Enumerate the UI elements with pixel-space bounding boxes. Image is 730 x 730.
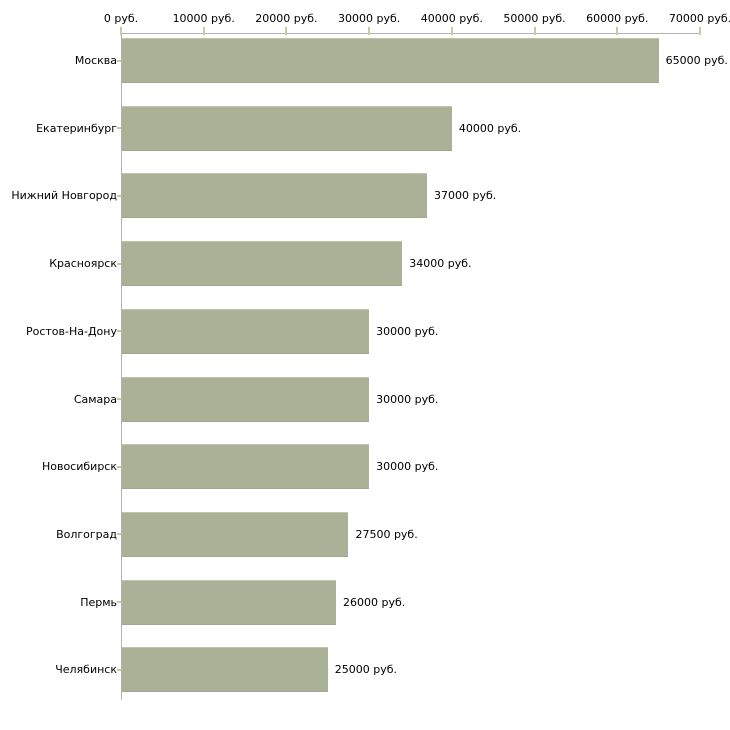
category-tick xyxy=(117,533,121,535)
x-axis-tick xyxy=(202,27,205,35)
bar-9 xyxy=(122,647,328,693)
category-tick xyxy=(117,601,121,603)
category-label: Красноярск xyxy=(49,257,117,271)
x-axis-tick xyxy=(616,27,619,35)
bar-0 xyxy=(122,38,659,83)
x-axis-tick-label: 30000 руб. xyxy=(338,12,401,25)
category-label: Самара xyxy=(73,392,117,406)
category-label: Челябинск xyxy=(55,663,117,677)
x-axis-tick xyxy=(533,27,536,35)
x-axis-line xyxy=(121,33,701,34)
x-axis-tick xyxy=(368,27,371,35)
category-label: Новосибирск xyxy=(41,460,117,474)
x-axis-tick xyxy=(120,27,122,35)
x-axis-tick-label: 50000 руб. xyxy=(503,12,566,25)
category-tick xyxy=(117,127,121,129)
value-label: 30000 руб. xyxy=(376,392,439,406)
x-axis-tick-label: 0 руб. xyxy=(103,12,139,25)
category-label: Волгоград xyxy=(56,527,117,541)
category-label: Нижний Новгород xyxy=(11,189,117,203)
x-axis-tick xyxy=(450,27,453,35)
x-axis-tick-label: 10000 руб. xyxy=(172,12,235,25)
value-label: 25000 руб. xyxy=(334,663,398,677)
bar-7 xyxy=(122,511,349,557)
category-label: Пермь xyxy=(80,595,117,609)
category-tick xyxy=(117,669,121,671)
category-label: Ростов-На-Дону xyxy=(25,324,117,338)
x-axis-tick-label: 20000 руб. xyxy=(255,12,318,25)
bar-3 xyxy=(122,241,403,287)
value-label: 27500 руб. xyxy=(355,527,418,541)
x-axis-tick-label: 40000 руб. xyxy=(420,12,483,25)
bar-5 xyxy=(122,376,370,422)
bar-2 xyxy=(122,173,428,219)
bar-4 xyxy=(122,308,370,354)
value-label: 34000 руб. xyxy=(409,257,472,271)
value-label: 26000 руб. xyxy=(343,595,406,609)
category-tick xyxy=(117,195,121,197)
x-axis-tick-label: 60000 руб. xyxy=(586,12,649,25)
x-axis-tick-label: 70000 руб. xyxy=(668,12,730,25)
bar-8 xyxy=(122,579,337,625)
x-axis-tick xyxy=(699,27,701,35)
category-label: Москва xyxy=(74,54,117,67)
value-label: 37000 руб. xyxy=(434,189,497,203)
y-axis-line xyxy=(121,33,122,700)
value-label: 65000 руб. xyxy=(665,54,728,67)
x-axis-tick xyxy=(285,27,288,35)
category-tick xyxy=(117,398,121,400)
value-label: 40000 руб. xyxy=(458,121,522,135)
category-label: Екатеринбург xyxy=(36,121,117,135)
category-tick xyxy=(117,330,121,332)
category-tick xyxy=(117,60,121,62)
value-label: 30000 руб. xyxy=(376,460,439,474)
bar-6 xyxy=(122,444,370,490)
category-tick xyxy=(117,466,121,468)
bar-1 xyxy=(122,105,452,151)
value-label: 30000 руб. xyxy=(376,324,439,338)
category-tick xyxy=(117,263,121,265)
